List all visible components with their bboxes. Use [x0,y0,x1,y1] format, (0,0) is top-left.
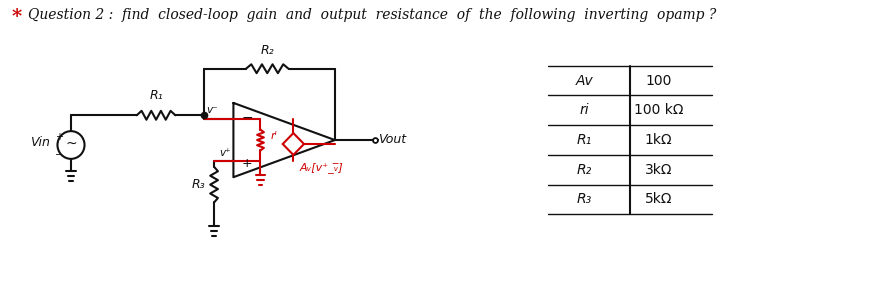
Text: v⁻: v⁻ [206,105,218,115]
Text: R₃: R₃ [577,193,592,206]
Text: 100: 100 [646,74,672,88]
Text: 1kΩ: 1kΩ [645,133,672,147]
Text: *: * [11,8,21,26]
Text: −: − [56,150,64,160]
Text: 100 kΩ: 100 kΩ [634,103,684,117]
Text: −: − [241,111,253,125]
Text: R₂: R₂ [260,44,274,57]
Text: Aᵥ[v⁺_ᵥ̅]: Aᵥ[v⁺_ᵥ̅] [299,162,343,173]
Text: v⁺: v⁺ [219,148,230,158]
Text: ri: ri [579,103,589,117]
Text: ~: ~ [65,137,77,151]
Text: R₁: R₁ [149,89,163,102]
Text: +: + [56,132,64,142]
Text: Av: Av [576,74,594,88]
Text: +: + [241,157,251,170]
Text: Question 2 :  find  closed-loop  gain  and  output  resistance  of  the  followi: Question 2 : find closed-loop gain and o… [28,8,717,22]
Text: Vout: Vout [378,133,407,146]
Text: Vin: Vin [30,135,50,148]
Text: rᴵ: rᴵ [270,131,277,141]
Text: 3kΩ: 3kΩ [645,163,672,177]
Text: R₃: R₃ [191,178,206,191]
Text: 5kΩ: 5kΩ [645,193,672,206]
Text: R₂: R₂ [577,163,592,177]
Text: R₁: R₁ [577,133,592,147]
